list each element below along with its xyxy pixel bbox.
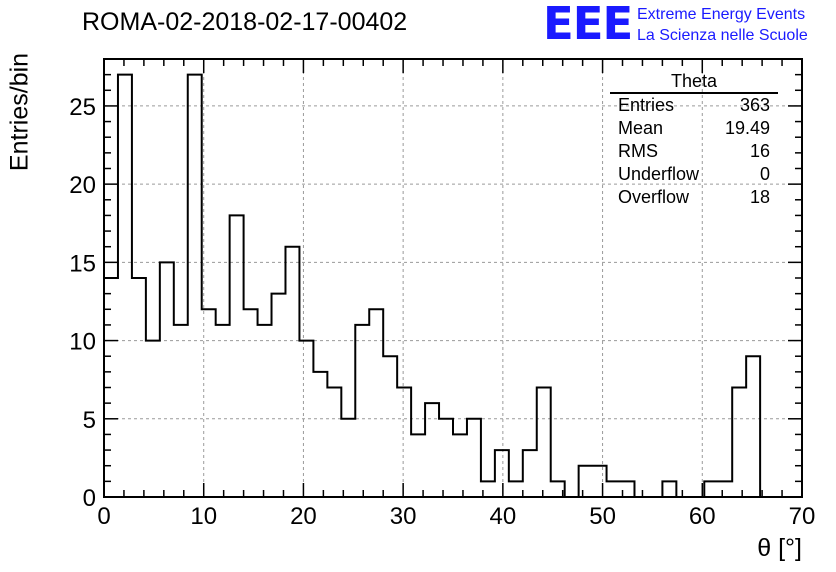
- y-tick-label: 5: [83, 407, 96, 434]
- stats-row-mean: Mean 19.49: [610, 117, 778, 140]
- x-axis-label: θ [°]: [757, 534, 802, 562]
- x-tick-label: 20: [290, 503, 317, 530]
- x-tick-label: 10: [190, 503, 217, 530]
- stats-row-underflow: Underflow 0: [610, 163, 778, 186]
- stats-value: 16: [749, 141, 770, 161]
- stats-label: Overflow: [618, 187, 690, 207]
- axis-ticks: [103, 58, 803, 498]
- stats-label: Underflow: [618, 164, 700, 184]
- x-tick-label: 40: [490, 503, 517, 530]
- stats-label: Entries: [618, 95, 675, 115]
- stats-row-overflow: Overflow 18: [610, 186, 778, 209]
- logo-caption: Extreme Energy Events La Scienza nelle S…: [637, 4, 808, 46]
- histogram-series: [103, 73, 802, 498]
- y-tick-label: 0: [83, 485, 96, 512]
- y-tick-label: 20: [69, 172, 96, 199]
- chart-title: ROMA-02-2018-02-17-00402: [82, 8, 408, 36]
- y-tick-label: 25: [69, 94, 96, 121]
- y-axis-label: Entries/bin: [5, 52, 34, 172]
- logo-line-2: La Scienza nelle Scuole: [637, 27, 808, 44]
- stats-value: 363: [739, 95, 770, 115]
- tick-labels: 0 10 20 30 40 50 60 70 0 5 10 15 20 25: [69, 94, 815, 530]
- stats-row-rms: RMS 16: [610, 140, 778, 163]
- x-tick-label: 0: [97, 503, 110, 530]
- logo-line-1: Extreme Energy Events: [637, 6, 806, 23]
- stats-value: 19.49: [724, 118, 770, 138]
- x-tick-label: 60: [689, 503, 716, 530]
- stats-label: RMS: [618, 141, 658, 161]
- stats-title: Theta: [610, 70, 778, 94]
- x-tick-label: 70: [789, 503, 816, 530]
- x-tick-label: 30: [390, 503, 417, 530]
- y-tick-label: 10: [69, 329, 96, 356]
- stats-value: 0: [759, 164, 770, 184]
- x-tick-label: 50: [589, 503, 616, 530]
- stats-label: Mean: [618, 118, 664, 138]
- stats-row-entries: Entries 363: [610, 94, 778, 117]
- y-tick-label: 15: [69, 250, 96, 277]
- eee-logo: EEE: [543, 0, 633, 50]
- stats-box: Theta Entries 363 Mean 19.49 RMS 16 Unde…: [610, 70, 778, 209]
- stats-value: 18: [749, 187, 770, 207]
